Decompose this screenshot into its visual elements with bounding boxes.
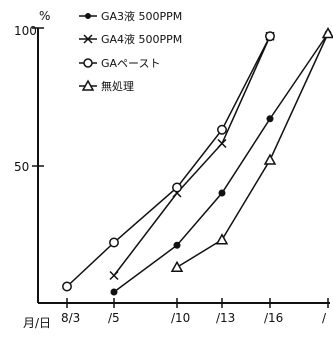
series-line-1 [113, 35, 271, 276]
y-tick-label-50: 50 [14, 160, 29, 174]
series-point [263, 153, 277, 165]
y-unit-label: % [39, 9, 50, 23]
series-point [217, 124, 227, 135]
x-prefix-label: 月/日 [23, 316, 51, 330]
legend-triangle-marker-icon [81, 79, 95, 91]
legend-item-ga-paste: GAペースト [79, 57, 161, 70]
series-point [110, 288, 118, 296]
legend-x-marker-icon [83, 34, 93, 44]
series-point [109, 270, 119, 281]
x-tick-label: 8/3 [61, 311, 80, 325]
series-point [215, 233, 229, 245]
series-point [62, 281, 72, 292]
x-tick-label: /10 [171, 311, 190, 325]
legend-label-untreated: 無処理 [101, 79, 134, 93]
legend-dot-marker-icon [85, 13, 91, 19]
legend-label-ga4: GA4液 500PPM [101, 32, 182, 46]
series-point [265, 31, 275, 42]
chart-axes [32, 27, 330, 304]
series-line-2 [66, 35, 271, 288]
legend-item-ga4: GA4液 500PPM [79, 32, 182, 46]
series-line-0 [113, 33, 329, 293]
series-markers [62, 26, 333, 296]
legend-label-ga-paste: GAペースト [101, 57, 161, 70]
legend-circle-marker-icon [83, 58, 93, 68]
series-point [173, 241, 181, 249]
series-point [266, 115, 274, 123]
series-point [172, 182, 182, 193]
series-line-3 [176, 33, 329, 268]
legend: GA3液 500PPM GA4液 500PPM GAペースト 無処理 [79, 9, 182, 93]
series-lines [66, 33, 329, 293]
series-point [218, 189, 226, 197]
legend-label-ga3: GA3液 500PPM [101, 9, 182, 23]
x-tick-label: /5 [108, 311, 120, 325]
series-point [217, 138, 227, 149]
legend-item-untreated: 無処理 [79, 79, 134, 93]
series-point [170, 260, 184, 272]
x-tick-label: /16 [264, 311, 283, 325]
x-tick-label: /13 [216, 311, 235, 325]
x-ticks: 8/3/5/10/13/16 / [61, 298, 329, 325]
legend-item-ga3: GA3液 500PPM [79, 9, 182, 23]
y-tick-label-100: 100 [14, 24, 37, 38]
series-point [321, 26, 333, 39]
x-tick-label: / [322, 311, 327, 325]
series-point [109, 237, 119, 248]
